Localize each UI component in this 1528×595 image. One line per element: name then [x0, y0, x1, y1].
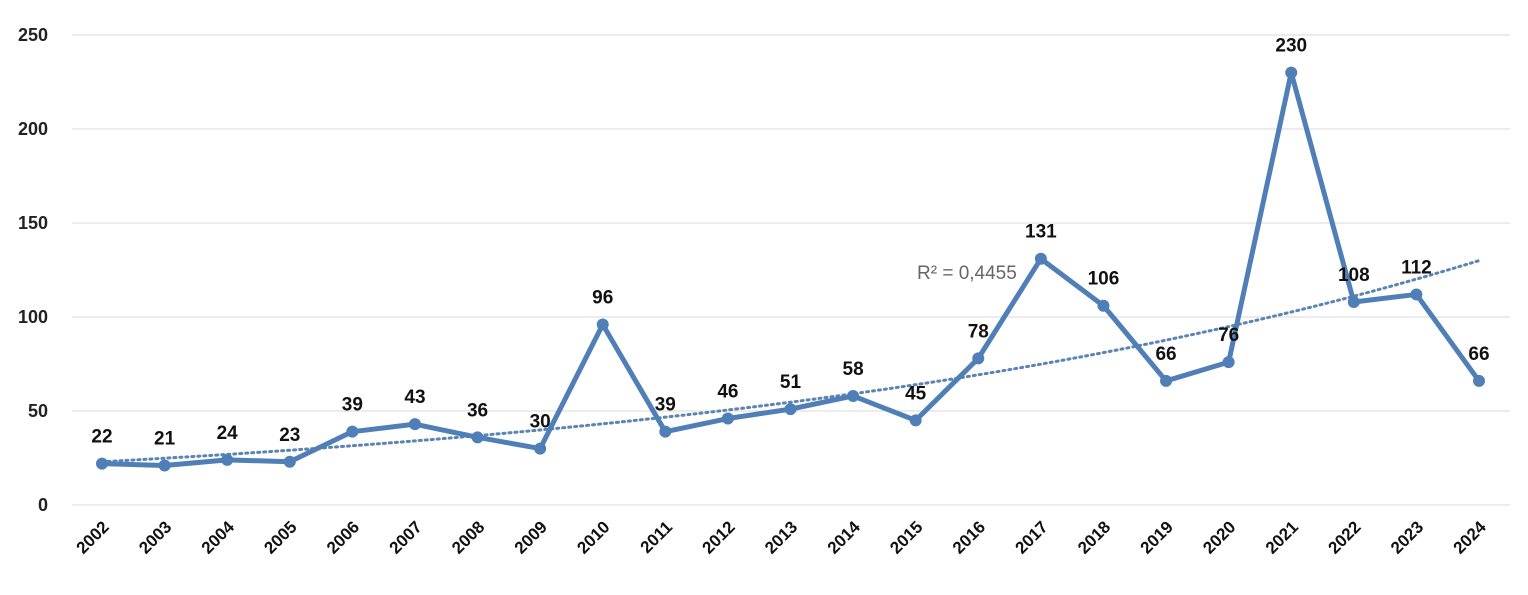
x-tick-label: 2004 — [198, 517, 239, 558]
x-tick-label: 2017 — [1012, 517, 1052, 557]
y-tick-label: 200 — [18, 119, 48, 139]
x-tick-label: 2024 — [1450, 517, 1491, 558]
data-point — [972, 352, 985, 365]
x-tick-label: 2009 — [511, 517, 551, 557]
data-point — [1285, 66, 1298, 79]
x-tick-label: 2010 — [573, 517, 613, 557]
x-tick-label: 2006 — [323, 517, 363, 557]
data-point — [909, 414, 922, 427]
data-point — [721, 412, 734, 425]
data-point — [1222, 356, 1235, 369]
x-tick-label: 2018 — [1074, 517, 1114, 557]
data-point — [1097, 299, 1110, 312]
data-label: 22 — [91, 427, 112, 448]
x-tick-label: 2019 — [1137, 517, 1177, 557]
x-tick-label: 2016 — [949, 517, 989, 557]
data-label: 23 — [279, 425, 300, 446]
data-label: 108 — [1338, 265, 1370, 286]
x-tick-label: 2013 — [761, 517, 801, 557]
data-label: 66 — [1155, 344, 1176, 365]
x-tick-label: 2020 — [1199, 517, 1239, 557]
data-point — [1160, 374, 1173, 387]
data-label: 66 — [1468, 344, 1489, 365]
x-tick-label: 2008 — [448, 517, 488, 557]
data-label: 45 — [905, 383, 927, 404]
x-tick-label: 2021 — [1262, 517, 1302, 557]
y-tick-label: 50 — [28, 401, 48, 421]
data-label: 96 — [592, 288, 613, 309]
data-point — [471, 431, 484, 444]
x-tick-label: 2002 — [73, 517, 113, 557]
data-label: 51 — [780, 372, 802, 393]
data-label: 106 — [1088, 269, 1120, 290]
data-label: 46 — [717, 382, 738, 403]
data-label: 76 — [1218, 325, 1239, 346]
data-point — [346, 425, 359, 438]
y-tick-label: 100 — [18, 307, 48, 327]
data-point — [1347, 295, 1360, 308]
data-point — [283, 455, 296, 468]
data-point — [96, 457, 108, 470]
data-label: 30 — [530, 412, 551, 433]
data-point — [784, 403, 797, 416]
data-label: 43 — [404, 387, 425, 408]
x-tick-label: 2011 — [637, 517, 677, 557]
data-point — [847, 389, 860, 402]
y-tick-label: 250 — [18, 25, 48, 45]
data-point — [1410, 288, 1423, 301]
data-label: 39 — [655, 395, 676, 416]
r-squared-label: R² = 0,4455 — [917, 263, 1017, 284]
data-label: 78 — [968, 321, 989, 342]
data-point — [534, 442, 547, 455]
data-label: 21 — [154, 429, 176, 450]
x-tick-label: 2003 — [135, 517, 175, 557]
data-point — [158, 459, 171, 472]
x-tick-label: 2005 — [260, 517, 300, 557]
data-label: 230 — [1275, 36, 1307, 57]
data-label: 131 — [1025, 222, 1057, 243]
data-point — [408, 418, 421, 431]
y-tick-label: 150 — [18, 213, 48, 233]
x-tick-label: 2015 — [886, 517, 926, 557]
data-label: 58 — [843, 359, 864, 380]
data-point — [659, 425, 672, 438]
data-label: 24 — [217, 423, 239, 444]
x-tick-label: 2022 — [1324, 517, 1364, 557]
data-label: 39 — [342, 395, 363, 416]
trendline — [100, 259, 1481, 464]
data-point — [1473, 374, 1485, 387]
x-tick-label: 2014 — [824, 517, 865, 558]
data-point — [1034, 252, 1047, 265]
x-tick-label: 2023 — [1387, 517, 1427, 557]
data-point — [596, 318, 609, 331]
data-point — [221, 453, 234, 466]
data-label: 112 — [1401, 257, 1432, 278]
data-label: 36 — [467, 400, 488, 421]
x-tick-label: 2007 — [386, 517, 426, 557]
x-tick-label: 2012 — [699, 517, 739, 557]
y-tick-label: 0 — [38, 495, 48, 515]
